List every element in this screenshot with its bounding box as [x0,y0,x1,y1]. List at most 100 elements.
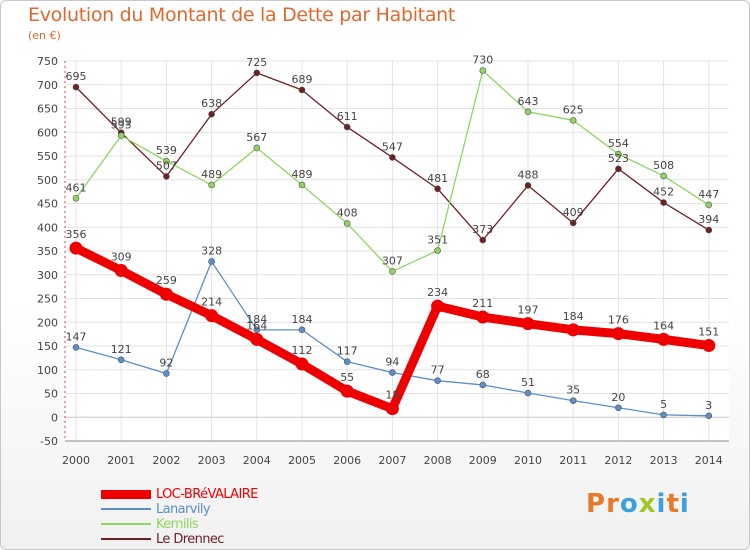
le-drennec-point [298,86,306,94]
kernilis-data-label: 447 [698,188,719,201]
lanarvily-point [434,377,441,384]
y-tick-label: 200 [37,316,58,329]
y-tick-label: 50 [44,388,58,401]
loc-brevalaire-point [431,299,445,313]
le-drennec-point [72,83,80,91]
y-tick-label: 600 [37,126,58,139]
lanarvily-data-label: 3 [705,399,712,412]
legend-label: Le Drennec [156,532,224,547]
kernilis-point [615,150,622,158]
loc-brevalaire-data-label: 197 [518,304,539,317]
le-drennec-data-label: 452 [653,186,674,199]
y-tick-label: 350 [37,245,58,258]
kernilis-data-label: 351 [427,234,448,247]
kernilis-point [163,157,170,165]
kernilis-point [208,181,215,189]
kernilis-data-label: 307 [382,254,403,267]
le-drennec-point [253,69,261,77]
kernilis-data-label: 554 [608,137,629,150]
kernilis-data-label: 643 [518,95,539,108]
loc-brevalaire-point [657,332,671,346]
loc-brevalaire-data-label: 164 [653,319,674,332]
loc-brevalaire-data-label: 112 [292,344,313,357]
proxiti-logo: Proxiti [586,489,690,519]
kernilis-point [569,117,577,124]
loc-brevalaire-point [566,323,580,337]
le-drennec-point [163,173,170,180]
le-drennec-data-label: 547 [382,140,403,153]
legend-swatch [101,508,151,510]
lanarvily-point [208,258,215,265]
lanarvily-data-label: 184 [246,313,267,326]
le-drennec-point [389,154,396,161]
kernilis-data-label: 539 [156,144,177,157]
y-tick-label: 750 [37,55,58,68]
lanarvily-data-label: 121 [111,343,132,356]
y-tick-label: 650 [37,103,58,116]
grid [65,60,729,442]
logo-letter: i [656,489,667,519]
logo-letter: r [606,489,620,519]
y-tick-label: 450 [37,198,58,211]
x-tick-label: 2009 [469,454,497,467]
x-tick-label: 2002 [152,454,180,467]
loc-brevalaire-point [340,384,354,398]
le-drennec-point [479,236,487,244]
le-drennec-point [524,182,532,189]
kernilis-data-label: 567 [246,131,267,144]
x-tick-label: 2011 [559,454,587,467]
le-drennec-data-label: 725 [246,56,267,69]
loc-brevalaire-data-label: 259 [156,274,177,287]
loc-brevalaire-point [69,241,83,255]
loc-brevalaire-data-label: 214 [201,296,222,309]
legend-swatch [101,538,151,540]
y-tick-label: 0 [51,411,58,424]
kernilis-point [117,132,125,139]
le-drennec-data-label: 599 [111,116,132,129]
lanarvily-data-label: 77 [431,364,445,377]
kernilis-data-label: 593 [111,119,132,132]
le-drennec-data-label: 638 [201,97,222,110]
x-tick-label: 2000 [62,454,90,467]
kernilis-data-label: 625 [563,103,584,116]
x-tick-label: 2013 [650,454,678,467]
legend-label: Kernilis [156,517,199,532]
kernilis-point [705,201,713,209]
lanarvily-point [705,412,713,420]
kernilis-point [253,144,261,152]
le-drennec-data-label: 481 [427,172,448,185]
le-drennec-data-label: 394 [698,213,719,226]
legend-swatch [101,489,151,499]
y-tick-label: 300 [37,269,58,282]
le-drennec-point [569,219,577,227]
loc-brevalaire-data-label: 18 [385,389,399,402]
lanarvily-point [479,381,487,389]
kernilis-data-label: 489 [201,168,222,181]
lanarvily-point [117,356,125,364]
loc-brevalaire-data-label: 176 [608,314,629,327]
logo-letter: o [619,489,639,519]
kernilis-point [524,108,532,116]
kernilis-data-label: 730 [472,54,493,67]
loc-brevalaire-point [611,327,625,341]
le-drennec-point [343,123,351,131]
logo-letter: i [679,489,690,519]
lanarvily-data-label: 117 [337,345,358,358]
kernilis-data-label: 489 [292,168,313,181]
data-labels: 6955995076387256896115474813734884095234… [66,54,720,412]
y-tick-label: 100 [37,364,58,377]
loc-brevalaire-data-label: 356 [66,228,87,241]
y-tick-label: 550 [37,150,58,163]
x-tick-label: 2001 [107,454,135,467]
logo-letter: t [666,489,680,519]
logo-letter: x [638,489,657,519]
loc-brevalaire-point [159,287,173,301]
loc-brevalaire-point [521,317,535,331]
x-tick-label: 2007 [378,454,406,467]
loc-brevalaire-point [250,332,264,346]
x-tick-label: 2005 [288,454,316,467]
loc-brevalaire-data-label: 164 [246,319,267,332]
series-lines [69,67,716,420]
lanarvily-point [615,404,622,412]
le-drennec-data-label: 409 [563,206,584,219]
